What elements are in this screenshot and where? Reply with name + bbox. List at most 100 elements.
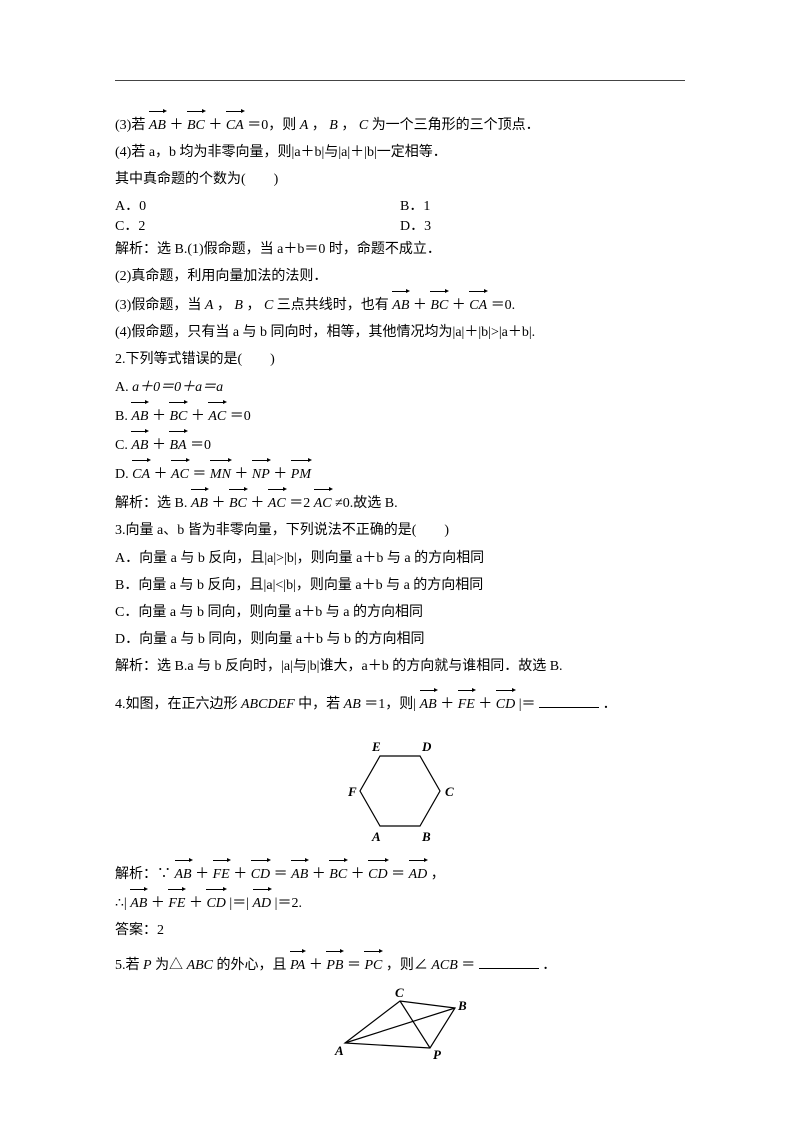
plus: ＋ [208,118,222,133]
vector-BC: BC [329,860,347,887]
text: ， [312,118,326,133]
q1-sol1: 解析：选 B.(1)假命题，当 a＋b＝0 时，命题不成立． [115,237,685,262]
text: 的外心，且 [217,958,287,973]
text: (3)若 [115,118,145,133]
q3-choice-B: B．向量 a 与 b 反向，且|a|<|b|，则向量 a＋b 与 a 的方向相同 [115,573,685,598]
vector-AB: AB [130,889,147,916]
vector-PB: PB [326,951,343,978]
vector-AB: AB [175,860,192,887]
q1-sol3: (3)假命题，当 A ， B ， C 三点共线时，也有 AB ＋ BC ＋ CA… [115,291,685,318]
plus: ＋ [233,867,247,882]
text: |＝2. [275,896,302,911]
text: ＝2 [289,496,310,511]
text: (3)假命题，当 [115,298,205,313]
plus: ＋ [169,118,183,133]
vector-AD: AD [253,889,272,916]
plus: ＋ [211,496,225,511]
label: B. [115,409,128,424]
plus: ＋ [452,298,466,313]
var-C: C [359,118,368,133]
var-ABC: ABC [187,958,213,973]
vector-AB: AB [149,111,166,138]
label-D: D [421,739,432,754]
text: ＝1，则| [364,697,416,712]
plus: ＋ [151,896,165,911]
plus: ＋ [440,697,454,712]
label-A: A [371,829,381,844]
var-A: A [300,118,309,133]
label-A: A [334,1043,344,1058]
text: ， [246,298,260,313]
q4-stem: 4.如图，在正六边形 ABCDEF 中，若 AB ＝1，则| AB ＋ FE ＋… [115,690,685,717]
vector-AB: AB [392,291,409,318]
plus: ＋ [234,467,248,482]
plus: ＋ [250,496,264,511]
page: (3)若 AB ＋ BC ＋ CA ＝0，则 A ， B ， C 为一个三角形的… [0,0,800,1132]
q2-sol: 解析：选 B. AB ＋ BC ＋ AC ＝2 AC ≠0.故选 B. [115,489,685,516]
vector-PC: PC [364,951,382,978]
q4-sol-line2: ∴| AB ＋ FE ＋ CD |＝| AD |＝2. [115,889,685,916]
plus: ＋ [189,896,203,911]
plus: ＋ [191,409,205,424]
q2-choice-A: A. a＋0＝0＋a＝a [115,375,685,400]
plus: ＋ [413,298,427,313]
q4-hexagon-figure: A B C D E F [115,721,685,856]
vector-CD: CD [251,860,270,887]
vector-BC: BC [430,291,448,318]
vector-AB: AB [291,860,308,887]
vector-CD: CD [368,860,387,887]
vector-NP: NP [252,460,270,487]
var-B: B [234,298,243,313]
q3-sol: 解析：选 B.a 与 b 反向时，|a|与|b|谁大，a＋b 的方向就与谁相同．… [115,654,685,679]
eq: a＋0＝0＋a＝a [132,380,223,395]
page-top-rule [115,80,685,81]
vector-AC: AC [314,489,332,516]
label: A. [115,380,129,395]
text: ． [603,697,617,712]
vector-FE: FE [213,860,230,887]
text: 4.如图，在正六边形 [115,697,241,712]
vector-AB: AB [131,402,148,429]
q3-choice-A: A．向量 a 与 b 反向，且|a|>|b|，则向量 a＋b 与 a 的方向相同 [115,546,685,571]
var: AB [344,697,361,712]
var-B: B [329,118,338,133]
text: 5.若 [115,958,143,973]
q5-stem: 5.若 P 为△ ABC 的外心，且 PA ＋ PB ＝ PC ，则∠ ACB … [115,951,685,978]
text: ∴| [115,896,127,911]
label-P: P [433,1047,442,1062]
vector-FE: FE [458,690,475,717]
vector-AB: AB [131,431,148,458]
text: ＝ [461,958,475,973]
q1-stmt4: (4)若 a，b 均为非零向量，则|a＋b|与|a|＋|b|一定相等． [115,140,685,165]
vector-CA: CA [469,291,487,318]
q5-rhombus-figure: A B C P [115,983,685,1068]
label-B: B [457,998,467,1013]
label-F: F [347,784,357,799]
q3-choice-D: D．向量 a 与 b 同向，则向量 a＋b 与 b 的方向相同 [115,627,685,652]
q2-choice-C: C. AB ＋ BA ＝0 [115,431,685,458]
choice-A: A．0 [115,195,400,215]
label-B: B [421,829,431,844]
text: ，则∠ [386,958,428,973]
text: 三点共线时，也有 [277,298,389,313]
q2-stem: 2.下列等式错误的是( ) [115,347,685,372]
vector-BC: BC [187,111,205,138]
vector-CA: CA [132,460,150,487]
vector-AC: AC [208,402,226,429]
text: ＝0. [491,298,516,313]
vector-PM: PM [291,460,311,487]
text: ， [431,867,445,882]
vector-AC: AC [171,460,189,487]
plus: ＋ [478,697,492,712]
q1-sol2: (2)真命题，利用向量加法的法则． [115,264,685,289]
text: 为一个三角形的三个顶点． [372,118,540,133]
plus: ＋ [312,867,326,882]
text: ， [341,118,355,133]
eq: ＝ [192,467,206,482]
vector-BC: BC [169,402,187,429]
vector-PA: PA [290,951,305,978]
text: ， [217,298,231,313]
vector-AB: AB [191,489,208,516]
plus: ＋ [309,958,323,973]
text: 解析：∵ [115,867,171,882]
